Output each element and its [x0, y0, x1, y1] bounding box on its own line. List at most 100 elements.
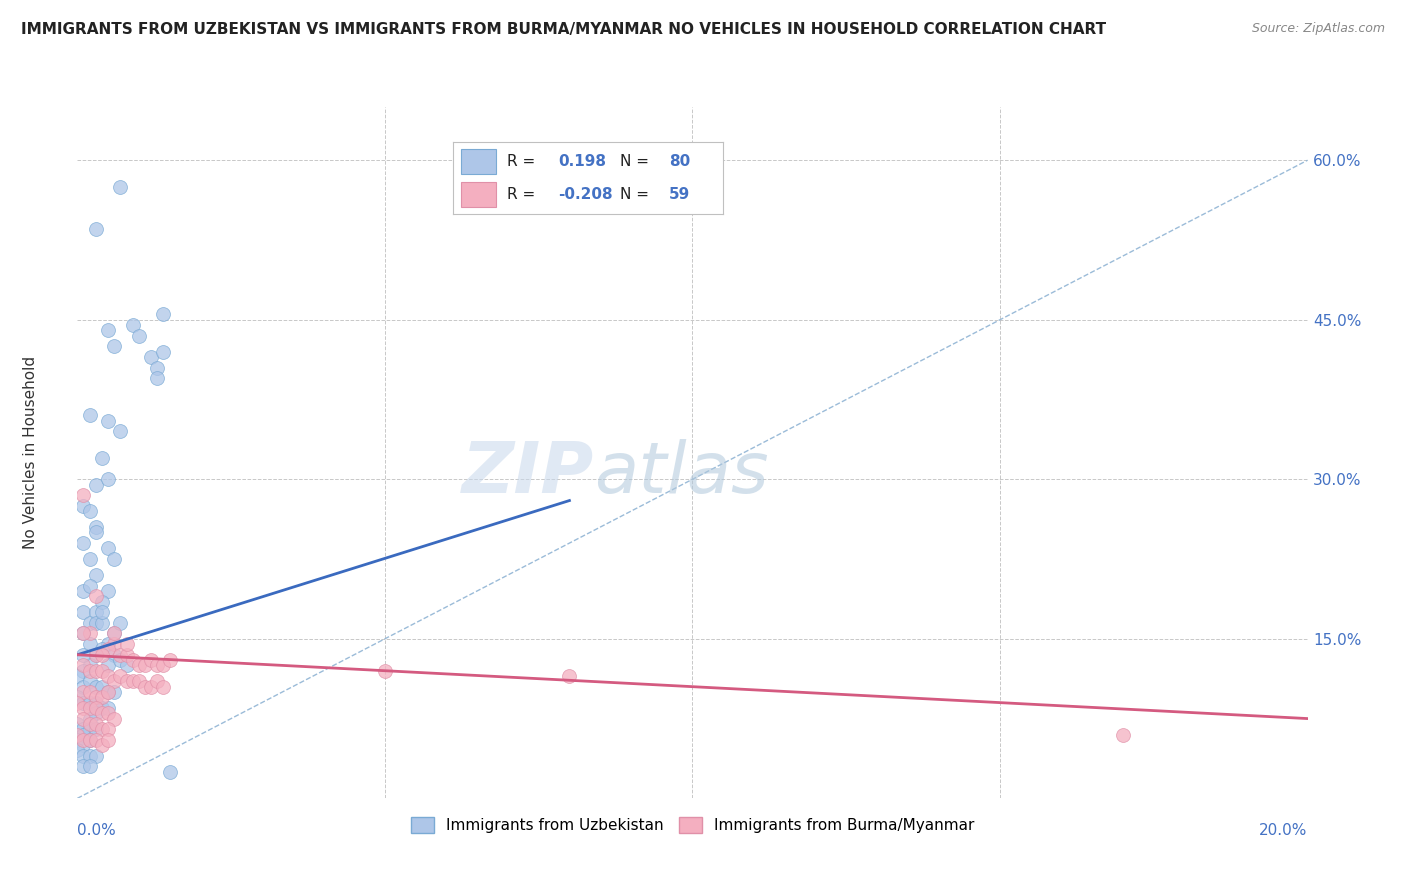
- Point: [110, 669, 132, 683]
- Point: [97, 685, 120, 699]
- Point: [79, 717, 101, 731]
- Point: [66, 717, 89, 731]
- Point: [110, 653, 132, 667]
- Point: [79, 615, 101, 630]
- Point: [84, 477, 107, 491]
- Point: [103, 552, 125, 566]
- Point: [84, 605, 107, 619]
- Point: [66, 696, 89, 710]
- Point: [72, 680, 94, 694]
- Point: [72, 696, 94, 710]
- Point: [115, 658, 138, 673]
- Point: [97, 732, 120, 747]
- Point: [134, 658, 156, 673]
- Point: [90, 738, 114, 752]
- Point: [90, 648, 114, 662]
- Text: 20.0%: 20.0%: [1260, 822, 1308, 838]
- Point: [121, 318, 143, 332]
- Point: [103, 648, 125, 662]
- Point: [90, 706, 114, 721]
- Point: [103, 626, 125, 640]
- Point: [152, 307, 174, 321]
- Text: 0.0%: 0.0%: [77, 822, 117, 838]
- Text: IMMIGRANTS FROM UZBEKISTAN VS IMMIGRANTS FROM BURMA/MYANMAR NO VEHICLES IN HOUSE: IMMIGRANTS FROM UZBEKISTAN VS IMMIGRANTS…: [21, 22, 1107, 37]
- Point: [103, 626, 125, 640]
- Point: [79, 723, 101, 737]
- Point: [90, 701, 114, 715]
- Point: [72, 701, 94, 715]
- Point: [72, 727, 94, 741]
- Point: [90, 450, 114, 465]
- Point: [121, 674, 143, 689]
- Point: [79, 637, 101, 651]
- Point: [79, 552, 101, 566]
- Point: [84, 648, 107, 662]
- Point: [146, 371, 169, 385]
- Point: [72, 738, 94, 752]
- Point: [79, 748, 101, 763]
- Point: [110, 179, 132, 194]
- Point: [84, 706, 107, 721]
- Point: [66, 743, 89, 757]
- Point: [79, 658, 101, 673]
- Point: [79, 712, 101, 726]
- Point: [103, 685, 125, 699]
- Point: [79, 701, 101, 715]
- Point: [72, 712, 94, 726]
- Point: [141, 350, 163, 364]
- Point: [84, 732, 107, 747]
- Point: [103, 637, 125, 651]
- Point: [134, 680, 156, 694]
- Point: [90, 605, 114, 619]
- Point: [128, 658, 150, 673]
- Point: [97, 414, 120, 428]
- Point: [128, 328, 150, 343]
- Point: [103, 339, 125, 353]
- Point: [146, 674, 169, 689]
- Point: [152, 344, 174, 359]
- Text: Source: ZipAtlas.com: Source: ZipAtlas.com: [1251, 22, 1385, 36]
- Point: [97, 323, 120, 337]
- Point: [84, 568, 107, 582]
- Text: atlas: atlas: [595, 439, 769, 508]
- Point: [90, 690, 114, 705]
- Point: [72, 658, 94, 673]
- Point: [79, 626, 101, 640]
- Point: [152, 680, 174, 694]
- Point: [90, 723, 114, 737]
- Point: [84, 648, 107, 662]
- Point: [72, 759, 94, 773]
- Point: [97, 701, 120, 715]
- Point: [66, 732, 89, 747]
- Point: [152, 658, 174, 673]
- Point: [79, 696, 101, 710]
- Legend: Immigrants from Uzbekistan, Immigrants from Burma/Myanmar: Immigrants from Uzbekistan, Immigrants f…: [405, 811, 980, 839]
- Point: [97, 637, 120, 651]
- Point: [79, 664, 101, 678]
- Point: [79, 732, 101, 747]
- Point: [72, 583, 94, 598]
- Point: [141, 653, 163, 667]
- Point: [90, 664, 114, 678]
- Point: [90, 642, 114, 657]
- Point: [84, 748, 107, 763]
- Point: [90, 594, 114, 608]
- Point: [79, 759, 101, 773]
- Point: [84, 525, 107, 540]
- Point: [79, 504, 101, 518]
- Point: [66, 727, 89, 741]
- Point: [84, 520, 107, 534]
- Point: [84, 717, 107, 731]
- Point: [79, 732, 101, 747]
- Point: [72, 664, 94, 678]
- Point: [110, 425, 132, 439]
- Point: [141, 680, 163, 694]
- Point: [115, 637, 138, 651]
- Point: [97, 472, 120, 486]
- Point: [79, 409, 101, 423]
- Point: [146, 360, 169, 375]
- Point: [374, 664, 396, 678]
- Point: [90, 615, 114, 630]
- Point: [97, 583, 120, 598]
- Point: [72, 723, 94, 737]
